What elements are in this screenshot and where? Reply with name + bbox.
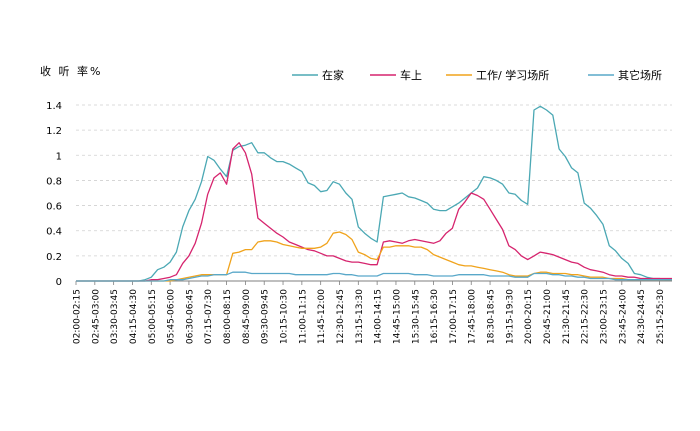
x-tick-label: 06:30-06:45 (185, 289, 195, 344)
x-tick-label: 16:15-16:30 (430, 289, 440, 344)
y-tick-label: 1.2 (46, 126, 62, 137)
x-tick-label: 08:45-09:00 (242, 289, 252, 344)
x-tick-label: 23:45-24:00 (618, 289, 628, 344)
x-tick-label: 17:45-18:00 (468, 289, 478, 344)
y-tick-label: 0 (56, 277, 62, 288)
x-tick-label: 02:45-03:00 (91, 289, 101, 344)
series-lines (76, 105, 672, 282)
axes (75, 280, 672, 285)
x-tick-label: 05:00-05:15 (148, 289, 158, 344)
x-tick-label: 09:30-09:45 (261, 289, 271, 344)
y-tick-label: 0.4 (46, 227, 62, 238)
series-line-3 (76, 271, 672, 282)
x-tick-label: 18:30-18:45 (487, 289, 497, 344)
x-tick-label: 02:00-02:15 (73, 289, 83, 344)
y-tick-label: 0.6 (46, 202, 62, 213)
y-tick-label: 1 (56, 151, 62, 162)
y-tick-label: 1.4 (46, 101, 62, 112)
y-axis-label: 收 听 率% (40, 65, 103, 78)
x-tick-label: 14:00-14:15 (374, 289, 384, 344)
x-tick-label: 11:00-11:15 (298, 289, 308, 344)
legend-label-1: 车上 (400, 68, 422, 82)
grid-lines (76, 104, 672, 257)
series-line-1 (76, 142, 672, 282)
legend: 在家 车上 工作/ 学习场所 其它场所 (292, 68, 662, 82)
x-tick-label: 22:15-22:30 (581, 289, 591, 344)
x-tick-label: 11:45-12:00 (317, 289, 327, 344)
series-line-2 (76, 231, 672, 282)
series-line-0 (76, 105, 672, 282)
y-tick-labels: 0 0.2 0.4 0.6 0.8 1 1.2 1.4 (46, 101, 62, 288)
legend-label-3: 其它场所 (618, 68, 662, 82)
y-tick-label: 0.2 (46, 252, 62, 263)
x-tick-labels: 02:00-02:15 02:45-03:00 03:30-03:45 04:15-0… (73, 289, 666, 344)
x-tick-label: 04:15-04:30 (129, 289, 139, 344)
x-tick-label: 10:15-10:30 (280, 289, 290, 344)
x-tick-label: 20:45-21:00 (543, 289, 553, 344)
x-tick-label: 13:15-13:30 (355, 289, 365, 344)
x-tick-label: 19:15-19:30 (505, 289, 515, 344)
x-tick-label: 12:30-12:45 (336, 289, 346, 344)
legend-label-0: 在家 (322, 68, 344, 82)
legend-label-2: 工作/ 学习场所 (476, 68, 549, 82)
x-tick-label: 17:00-17:15 (449, 289, 459, 344)
x-tick-label: 15:30-15:45 (411, 289, 421, 344)
x-tick-label: 23:00-23:15 (599, 289, 609, 344)
x-tick-label: 05:45-06:00 (167, 289, 177, 344)
x-tick-label: 24:30-24:45 (637, 289, 647, 344)
x-tick-label: 20:00-20:15 (524, 289, 534, 344)
x-tick-label: 21:30-21:45 (562, 289, 572, 344)
x-tick-label: 14:45-15:00 (392, 289, 402, 344)
x-tick-label: 08:00-08:15 (223, 289, 233, 344)
x-tick-label: 07:15-07:30 (204, 289, 214, 344)
x-tick-label: 03:30-03:45 (110, 289, 120, 344)
y-tick-label: 0.8 (46, 176, 62, 187)
x-tick-label: 25:15-25:30 (656, 289, 666, 344)
